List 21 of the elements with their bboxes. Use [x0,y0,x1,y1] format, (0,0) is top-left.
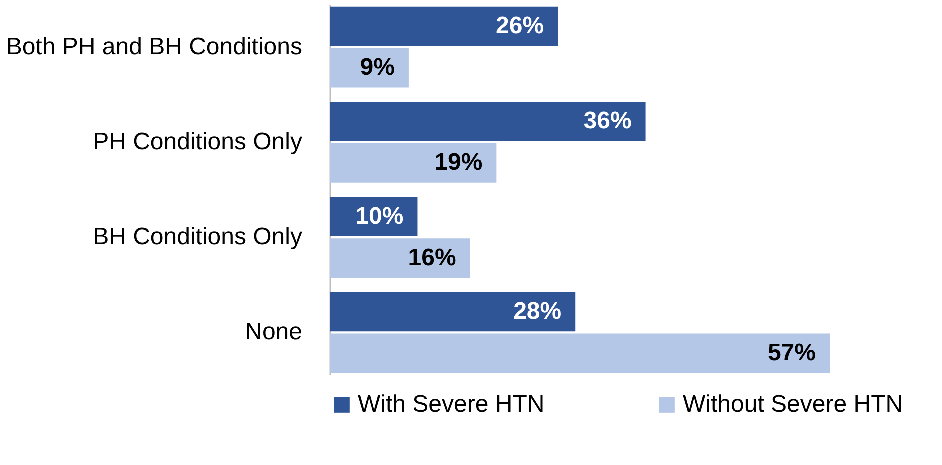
data-label: 19% [434,149,483,176]
y-tick-label: BH Conditions Only [93,224,302,251]
bar [330,238,470,278]
bar [330,6,558,46]
y-tick-label: None [245,318,302,346]
bar [330,334,830,374]
y-tick-label: PH Conditions Only [93,128,302,156]
data-label: 57% [768,339,816,366]
data-label: 28% [514,298,562,325]
data-label: 16% [408,244,456,272]
data-label: 26% [496,12,544,40]
data-label: 10% [356,202,404,230]
y-tick-label: Both PH and BH Conditions [6,33,302,60]
legend-label: Without Severe HTN [683,391,904,418]
bar [330,48,409,88]
bar [330,143,497,183]
legend-label: With Severe HTN [358,391,545,418]
data-label: 9% [360,54,395,82]
bar [330,292,576,332]
data-label: 36% [584,108,632,135]
bar [330,102,646,142]
